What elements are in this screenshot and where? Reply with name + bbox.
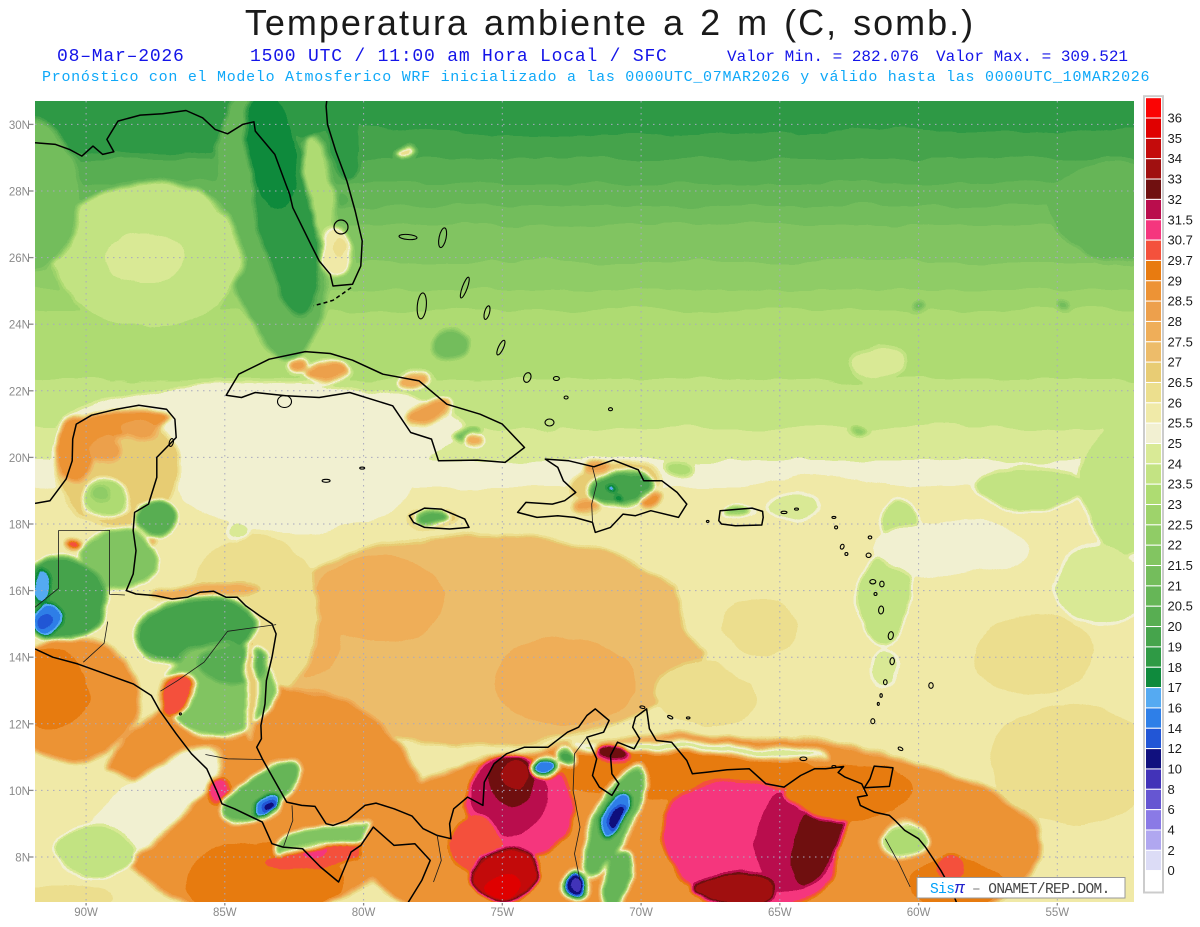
svg-text:Temperatura ambiente a 2 m (C,: Temperatura ambiente a 2 m (C, somb.) [245,2,975,43]
svg-text:70W: 70W [629,907,653,919]
svg-text:4: 4 [1168,822,1175,837]
svg-text:55W: 55W [1045,907,1069,919]
svg-text:19: 19 [1168,639,1182,654]
svg-text:26N: 26N [9,253,30,265]
svg-text:23: 23 [1168,497,1182,512]
svg-text:26: 26 [1168,395,1182,410]
svg-text:75W: 75W [490,907,514,919]
svg-text:28.5: 28.5 [1168,294,1193,309]
svg-text:27.5: 27.5 [1168,334,1193,349]
svg-text:14: 14 [1168,721,1182,736]
svg-text:Sisπ – ONAMET/REP.DOM.: Sisπ – ONAMET/REP.DOM. [930,880,1110,899]
svg-text:65W: 65W [768,907,792,919]
svg-text:12: 12 [1168,741,1182,756]
svg-text:35: 35 [1168,131,1182,146]
svg-text:30N: 30N [9,120,30,132]
svg-text:1500 UTC / 11:00 am Hora Local: 1500 UTC / 11:00 am Hora Local / SFC [250,47,668,67]
svg-text:20: 20 [1168,619,1182,634]
svg-text:10N: 10N [9,786,30,798]
svg-text:Pronóstico con el Modelo Atmos: Pronóstico con el Modelo Atmosferico WRF… [42,69,1150,86]
svg-text:29.7: 29.7 [1168,253,1193,268]
svg-text:18N: 18N [9,520,30,532]
svg-text:17: 17 [1168,680,1182,695]
svg-text:80W: 80W [352,907,376,919]
svg-text:25: 25 [1168,436,1182,451]
svg-text:36: 36 [1168,111,1182,126]
svg-text:34: 34 [1168,151,1182,166]
svg-text:32: 32 [1168,192,1182,207]
svg-text:8N: 8N [15,853,30,865]
svg-text:21.5: 21.5 [1168,558,1193,573]
svg-text:85W: 85W [213,907,237,919]
svg-text:16N: 16N [9,586,30,598]
svg-text:0: 0 [1168,863,1175,878]
svg-text:16: 16 [1168,700,1182,715]
svg-text:Valor Max. = 309.521: Valor Max. = 309.521 [936,48,1128,66]
svg-text:25.5: 25.5 [1168,416,1193,431]
svg-text:10: 10 [1168,761,1182,776]
svg-text:60W: 60W [907,907,931,919]
svg-text:20.5: 20.5 [1168,599,1193,614]
svg-text:08–Mar–2026: 08–Mar–2026 [57,47,185,67]
svg-text:27: 27 [1168,355,1182,370]
svg-text:18: 18 [1168,660,1182,675]
svg-text:33: 33 [1168,172,1182,187]
svg-text:21: 21 [1168,578,1182,593]
svg-text:14N: 14N [9,653,30,665]
svg-text:30.7: 30.7 [1168,233,1193,248]
svg-text:26.5: 26.5 [1168,375,1193,390]
svg-text:24: 24 [1168,456,1182,471]
svg-text:28: 28 [1168,314,1182,329]
svg-text:90W: 90W [74,907,98,919]
svg-text:23.5: 23.5 [1168,477,1193,492]
svg-text:28N: 28N [9,187,30,199]
svg-text:6: 6 [1168,802,1175,817]
svg-text:12N: 12N [9,719,30,731]
svg-text:29: 29 [1168,273,1182,288]
svg-text:22.5: 22.5 [1168,517,1193,532]
svg-text:22N: 22N [9,386,30,398]
svg-text:Valor Min. = 282.076: Valor Min. = 282.076 [727,48,919,66]
svg-text:20N: 20N [9,453,30,465]
svg-text:24N: 24N [9,320,30,332]
svg-text:31.5: 31.5 [1168,212,1193,227]
svg-text:22: 22 [1168,538,1182,553]
svg-text:8: 8 [1168,782,1175,797]
svg-text:2: 2 [1168,843,1175,858]
